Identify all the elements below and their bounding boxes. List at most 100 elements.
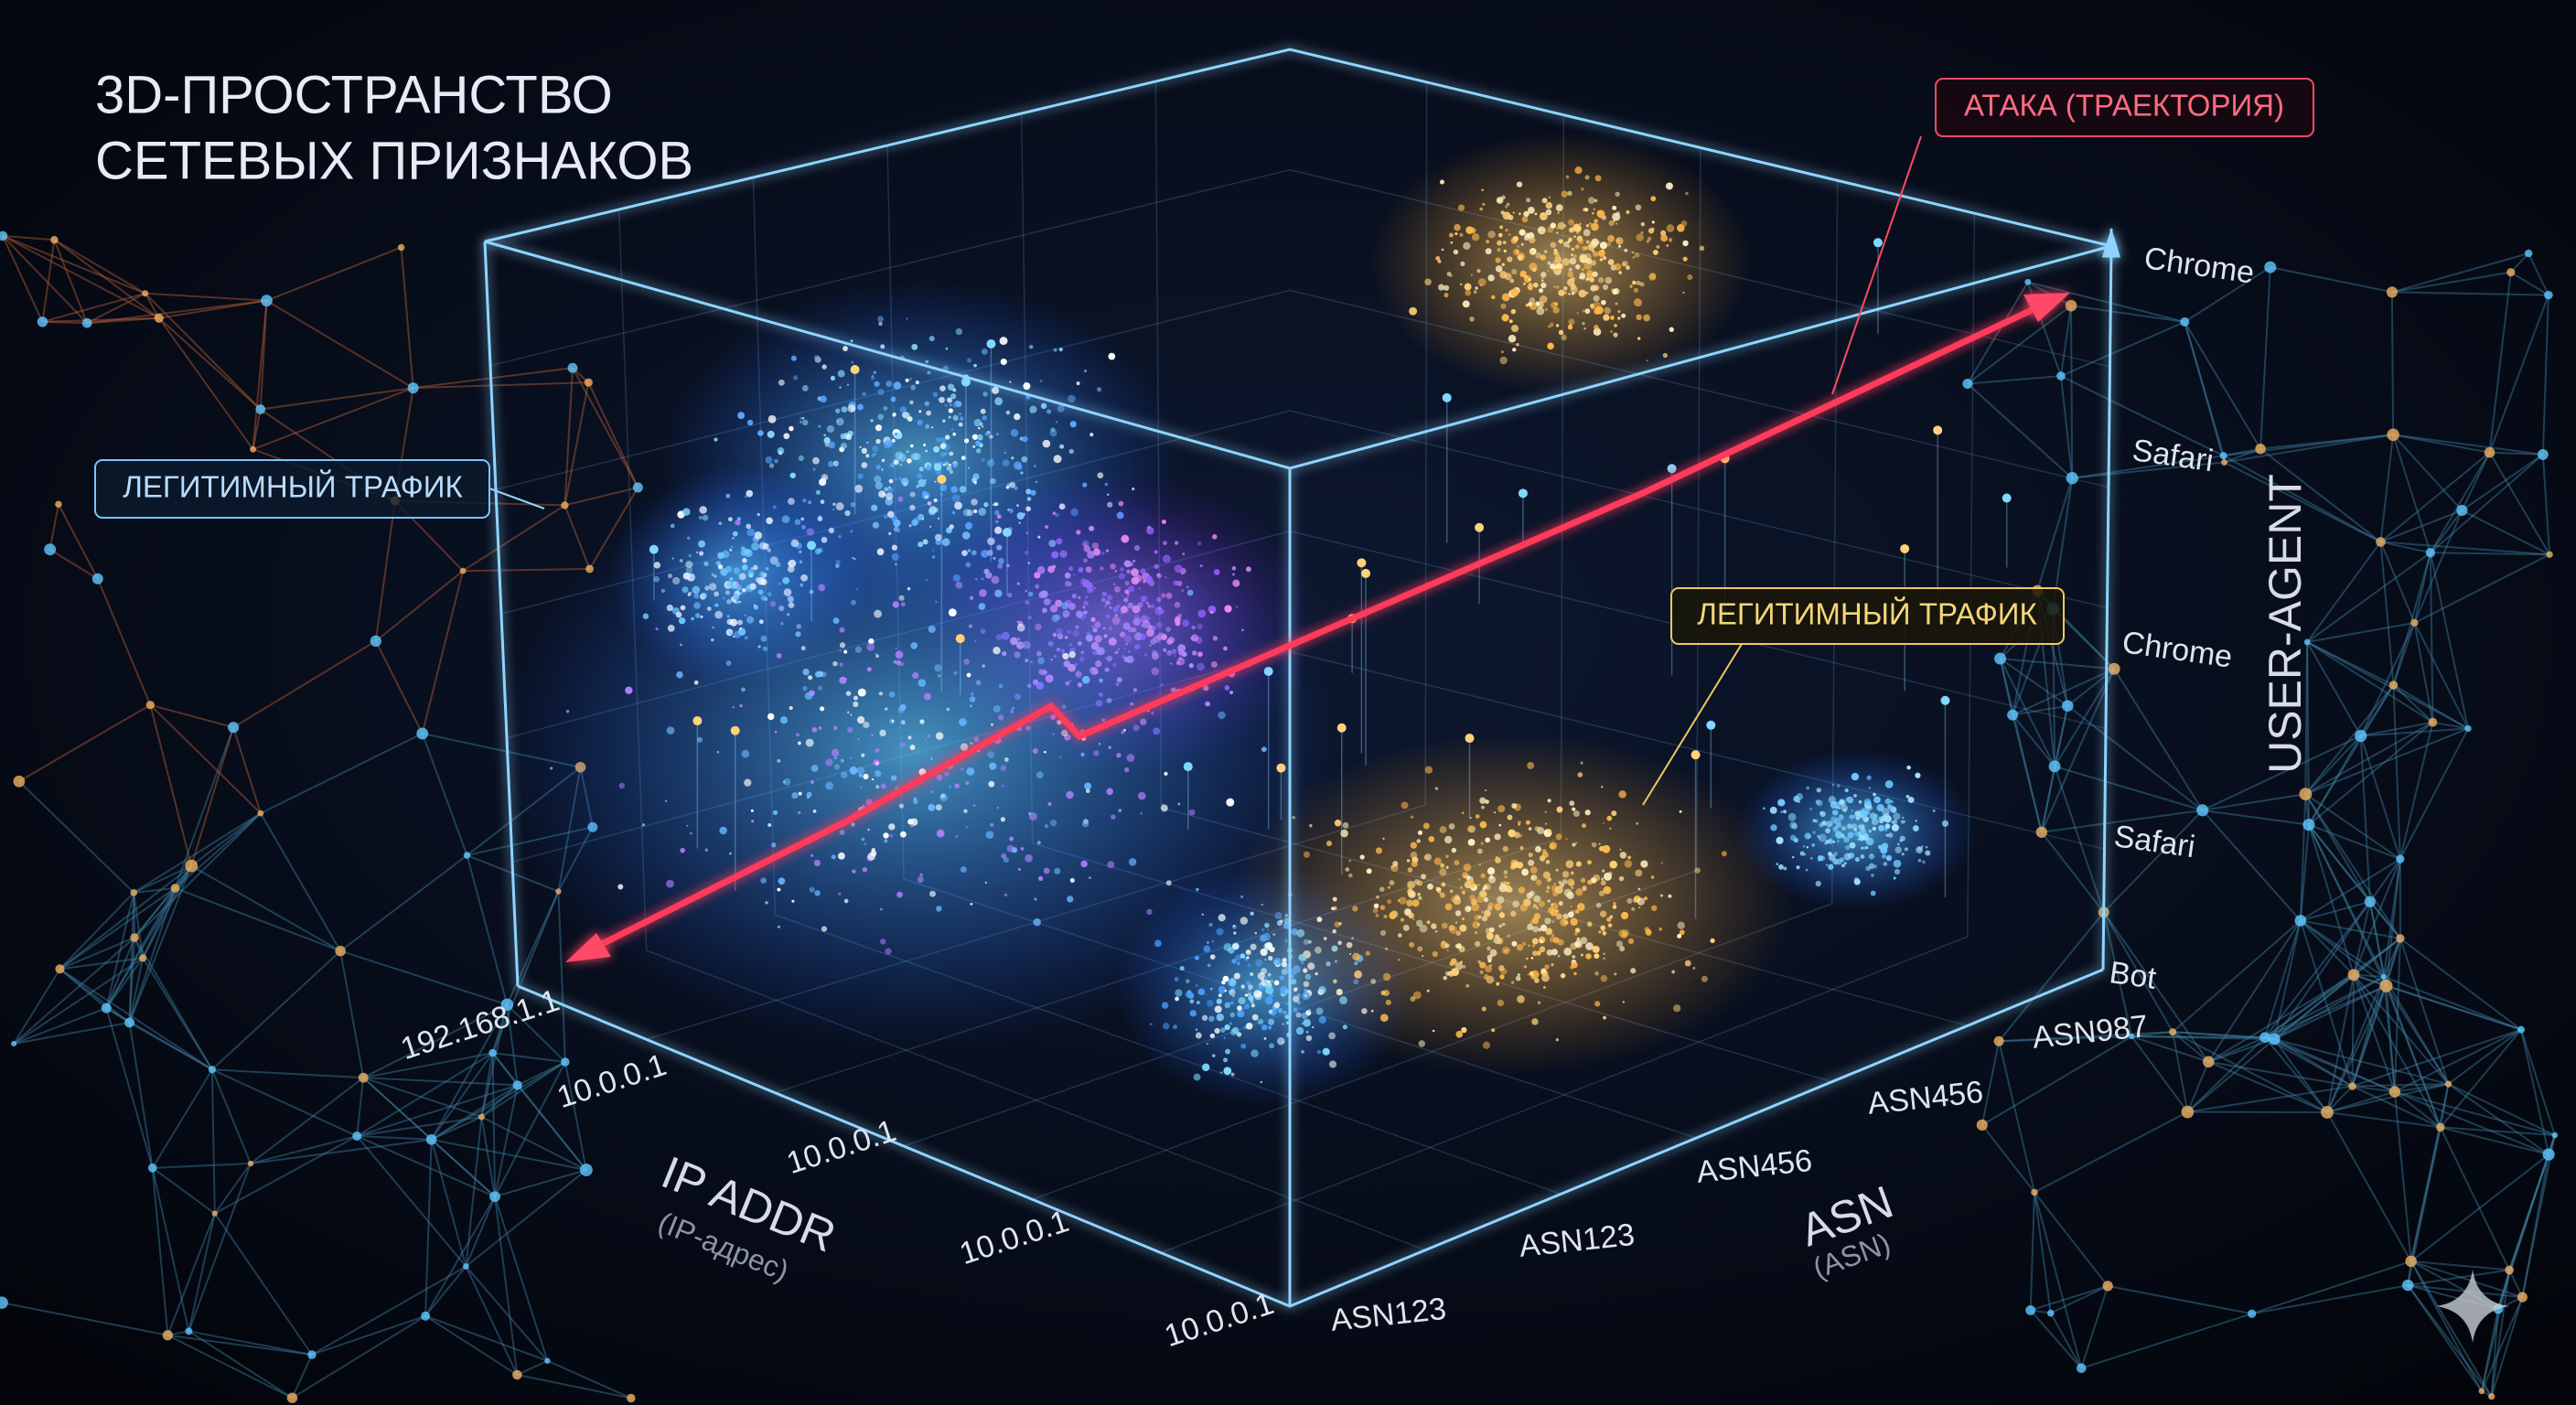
point [910,642,918,649]
point [1626,897,1633,904]
point [1465,874,1471,880]
point [1699,245,1705,252]
point [1196,1001,1200,1004]
point [1209,987,1213,991]
point [1454,223,1461,231]
network-link [232,640,377,729]
point [1049,429,1057,437]
point [729,618,738,627]
network-link [375,570,464,642]
network-link [2490,1270,2511,1397]
point [1523,898,1531,907]
network-link [211,1068,364,1079]
point [1575,861,1582,867]
network-link [144,293,160,319]
point [1880,846,1888,854]
point [1392,861,1399,867]
legit-label: ЛЕГИТИМНЫЙ ТРАФИК [123,470,463,504]
point [1461,1026,1467,1034]
network-link [2264,938,2401,1038]
point [1596,209,1605,219]
point [1229,1001,1234,1005]
point [1612,212,1621,221]
point [891,438,896,443]
point [1036,771,1044,779]
network-link [2049,1313,2083,1369]
point [1402,924,1410,931]
stem-dot [961,377,971,387]
point [989,762,997,770]
point [1497,232,1503,238]
network-link [374,500,396,641]
point [837,370,845,378]
network-node [101,1003,112,1014]
point [1633,298,1642,307]
point [1548,906,1555,914]
network-link [2299,794,2307,921]
point [972,803,976,808]
network-link [13,957,144,1045]
point [1609,915,1614,919]
point [1482,887,1486,891]
network-node [2436,1122,2445,1132]
point [1423,855,1429,860]
point [1515,237,1519,241]
network-link [2107,1284,2252,1315]
network-link [2300,919,2388,987]
point [1863,798,1872,806]
attack-trajectory [565,293,2070,962]
network-node [1962,379,1973,390]
point [1615,239,1620,243]
point [890,775,897,781]
network-node [91,573,103,585]
point [853,695,858,701]
point [1575,264,1581,270]
point [1383,914,1388,919]
network-link [506,1003,566,1063]
point [693,680,699,685]
point [834,408,841,413]
network-link [210,1069,216,1214]
point [886,381,893,387]
point [945,434,950,440]
point [1345,867,1350,872]
point [1459,960,1463,964]
point [840,758,844,763]
network-node [2219,452,2227,460]
network-link [2432,721,2469,730]
point [843,898,849,904]
point [1632,280,1637,285]
point [737,412,746,420]
point [1866,805,1873,811]
point [973,363,977,368]
point [1557,263,1563,269]
point [1219,1071,1223,1074]
point [1050,713,1057,720]
point [1635,204,1642,211]
network-link [2306,641,2394,686]
point [1582,309,1585,313]
network-link [2430,452,2491,553]
point [1905,794,1910,799]
network-link [211,949,341,1070]
point [1058,348,1063,352]
network-link [2054,765,2203,811]
point [1845,797,1851,802]
network-link [2059,375,2074,478]
point [1062,652,1069,660]
point [1508,214,1514,220]
point [998,558,1004,564]
network-link [2264,901,2371,1038]
point [988,780,995,788]
stem-dot [649,544,659,554]
point [1587,243,1595,252]
network-link [2408,1269,2510,1287]
point [1793,795,1800,803]
point [1036,565,1046,574]
point [765,901,768,905]
point [1542,871,1551,879]
point [1607,923,1613,928]
point [1504,874,1508,879]
point [1146,908,1153,916]
